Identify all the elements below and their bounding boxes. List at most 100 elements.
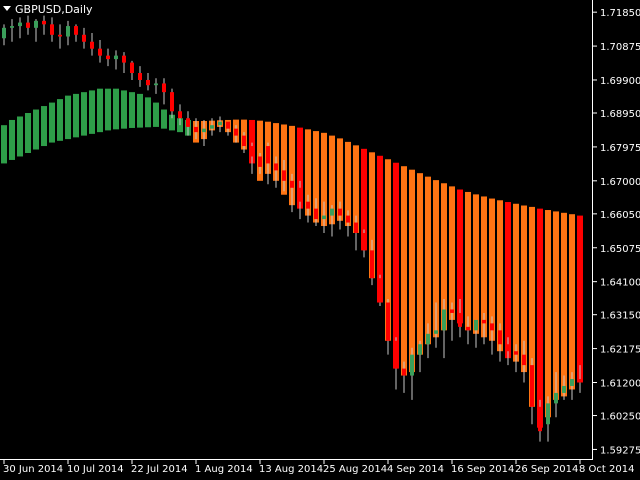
overlay-bar (369, 152, 375, 279)
overlay-bar (577, 215, 583, 383)
overlay-bar (305, 129, 311, 216)
candle-body (418, 344, 422, 355)
candle-body (234, 128, 238, 136)
overlay-bars-layer (1, 88, 583, 428)
candle-body (2, 27, 6, 39)
chart-title-text: GBPUSD,Daily (15, 3, 93, 16)
overlay-bar (105, 88, 111, 131)
time-tick-label: 10 Jul 2014 (67, 464, 124, 475)
candle-body (394, 340, 398, 369)
candle-body (154, 83, 158, 86)
price-tick-label: 1.63150 (600, 311, 640, 322)
candle-body (562, 385, 566, 393)
overlay-bar (449, 186, 455, 320)
price-tick-label: 1.70875 (600, 42, 640, 53)
overlay-bar (145, 97, 151, 128)
overlay-bar (353, 145, 359, 233)
overlay-bar (65, 95, 71, 140)
overlay-bar (417, 173, 423, 355)
candle-body (322, 215, 326, 220)
candle-body (482, 319, 486, 324)
time-tick-label: 13 Aug 2014 (259, 464, 323, 475)
candle-body (266, 146, 270, 164)
overlay-bar (441, 183, 447, 331)
candle-body (410, 354, 414, 376)
candle-body (282, 170, 286, 181)
time-tick-label: 26 Sep 2014 (515, 464, 578, 475)
candle-body (66, 26, 70, 37)
candle-body (226, 121, 230, 129)
overlay-bar (273, 123, 279, 181)
candle-body (306, 201, 310, 209)
candle-body (34, 20, 38, 28)
overlay-bar (9, 119, 15, 160)
time-tick-label: 30 Jun 2014 (3, 464, 63, 475)
time-tick-label: 22 Jul 2014 (131, 464, 188, 475)
candle-body (346, 215, 350, 223)
overlay-bar (169, 114, 175, 131)
overlay-bar (121, 90, 127, 129)
overlay-bar (545, 210, 551, 418)
price-axis: 1.71850 1.70875 1.69900 1.68950 1.67975 1.670… (592, 8, 640, 456)
time-tick-label: 8 Oct 2014 (579, 464, 634, 475)
candle-body (258, 156, 262, 167)
overlay-bar (177, 118, 183, 133)
candle-body (330, 208, 334, 216)
candle-body (466, 326, 470, 331)
candle-body (490, 323, 494, 331)
candle-body (146, 79, 150, 86)
price-tick-label: 1.64100 (600, 278, 640, 289)
candle-body (338, 208, 342, 216)
candle-body (442, 309, 446, 331)
overlay-bar (473, 194, 479, 334)
overlay-bar (425, 176, 431, 345)
candle-body (554, 392, 558, 404)
overlay-bar (513, 203, 519, 362)
price-tick-label: 1.68950 (600, 109, 640, 120)
overlay-bar (113, 88, 119, 130)
overlay-bar (345, 141, 351, 227)
overlay-bar (553, 211, 559, 400)
candle-body (114, 55, 118, 60)
candle-body (90, 41, 94, 49)
candle-body (274, 163, 278, 171)
candle-body (202, 128, 206, 133)
overlay-bar (329, 135, 335, 225)
overlay-bar (89, 90, 95, 134)
candle-body (178, 111, 182, 119)
candle-body (162, 83, 166, 93)
candle-body (138, 73, 142, 80)
overlay-bar (257, 120, 263, 181)
chart-title[interactable]: GBPUSD,Daily (3, 3, 93, 16)
overlay-bar (433, 180, 439, 338)
candle-body (98, 48, 102, 56)
overlay-bar (249, 119, 255, 164)
candle-body (370, 250, 374, 279)
overlay-bar (49, 102, 55, 143)
price-tick-label: 1.62175 (600, 345, 640, 356)
candle-body (402, 368, 406, 376)
overlay-bar (153, 102, 159, 127)
overlay-bar (289, 125, 295, 206)
candle-body (506, 344, 510, 352)
time-tick-label: 1 Aug 2014 (195, 464, 253, 475)
overlay-bar (505, 202, 511, 359)
candle-body (210, 125, 214, 129)
candle-body (530, 365, 534, 407)
overlay-bar (137, 93, 143, 128)
candle-body (242, 135, 246, 147)
candle-body (250, 146, 254, 157)
candle-body (362, 232, 366, 251)
overlay-bar (465, 191, 471, 331)
time-axis: 30 Jun 2014 10 Jul 2014 22 Jul 2014 1 Aug 2… (3, 459, 634, 475)
price-tick-label: 1.66050 (600, 210, 640, 221)
overlay-bar (409, 169, 415, 373)
price-tick-label: 1.69900 (600, 76, 640, 87)
price-tick-label: 1.61200 (600, 379, 640, 390)
overlay-bar (481, 196, 487, 338)
price-tick-label: 1.67000 (600, 177, 640, 188)
time-tick-label: 25 Aug 2014 (323, 464, 387, 475)
candle-body (570, 379, 574, 386)
candle-body (514, 351, 518, 355)
